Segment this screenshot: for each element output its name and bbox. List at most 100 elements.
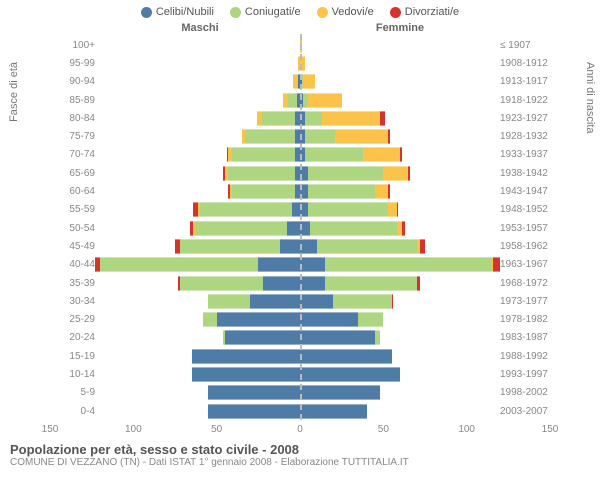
bar-segment [363,147,400,162]
pyramid-chart: 100+≤ 190795-991908-191290-941913-191785… [0,34,600,420]
bar-segment [250,294,300,309]
bar-segment [333,294,391,309]
birth-label: 2003-2007 [500,406,550,417]
bar-segment [200,202,292,217]
birth-label: 1978-1982 [500,314,550,325]
birth-label: 1908-1912 [500,58,550,69]
bar-segment [228,166,295,181]
bar-segment [225,330,300,345]
bar-segment [375,184,388,199]
bar-segment [388,202,396,217]
bar-segment [383,166,408,181]
header-male: Maschi [50,22,300,34]
bar-segment [300,330,375,345]
age-label: 100+ [50,40,95,51]
bar-segment [203,312,216,327]
bar-segment [400,147,402,162]
bar-segment [180,276,263,291]
bar-segment [308,166,383,181]
birth-label: 1913-1917 [500,76,550,87]
bar-segment [417,276,420,291]
bar-segment [192,349,300,364]
bar-segment [208,385,300,400]
bar-segment [317,239,417,254]
legend-label: Celibi/Nubili [156,6,214,18]
bar-segment [258,257,300,272]
bar-segment [180,239,280,254]
birth-label: 1988-1992 [500,351,550,362]
bar-segment [208,294,250,309]
chart-footer: Popolazione per età, sesso e stato civil… [0,436,600,468]
bar-segment [420,239,425,254]
bar-segment [408,166,410,181]
bar-segment [300,312,358,327]
legend-swatch [317,7,328,18]
bar-segment [325,276,417,291]
birth-label: 1933-1937 [500,149,550,160]
center-axis [300,34,302,420]
birth-label: 1953-1957 [500,223,550,234]
bar-segment [232,184,295,199]
age-label: 40-44 [50,259,95,270]
age-label: 30-34 [50,296,95,307]
bar-segment [292,202,300,217]
age-label: 55-59 [50,204,95,215]
x-tick: 50 [211,424,222,435]
bar-segment [303,74,315,89]
bar-segment [217,312,300,327]
bar-segment [358,312,383,327]
bar-segment [100,257,258,272]
age-label: 80-84 [50,113,95,124]
legend-label: Vedovi/e [332,6,374,18]
birth-label: 1968-1972 [500,278,550,289]
x-axis: 15010050050100150 [0,420,600,436]
birth-label: 1938-1942 [500,168,550,179]
legend-item: Divorziati/e [390,6,459,18]
bar-segment [280,239,300,254]
age-label: 0-4 [50,406,95,417]
bar-segment [308,202,388,217]
legend-swatch [141,7,152,18]
x-tick: 100 [458,424,475,435]
birth-label: 1943-1947 [500,186,550,197]
age-label: 25-29 [50,314,95,325]
legend-item: Coniugati/e [230,6,301,18]
bar-segment [300,257,325,272]
age-label: 20-24 [50,332,95,343]
x-tick: 150 [542,424,559,435]
birth-label: 1983-1987 [500,332,550,343]
birth-label: 1963-1967 [500,259,550,270]
legend-label: Coniugati/e [245,6,301,18]
header-female: Femmine [300,22,550,34]
bar-segment [308,184,375,199]
bar-segment [300,294,333,309]
bar-segment [262,111,295,126]
bar-segment [322,111,380,126]
birth-label: 1993-1997 [500,369,550,380]
bar-segment [402,221,405,236]
bar-segment [300,385,380,400]
age-label: 5-9 [50,387,95,398]
legend-swatch [230,7,241,18]
birth-label: 1998-2002 [500,387,550,398]
legend-item: Vedovi/e [317,6,374,18]
bar-segment [308,93,341,108]
bar-segment [375,330,380,345]
age-label: 35-39 [50,278,95,289]
bar-segment [305,129,335,144]
bar-segment [208,404,300,419]
bar-segment [195,221,287,236]
age-label: 70-74 [50,149,95,160]
age-label: 75-79 [50,131,95,142]
bar-segment [325,257,492,272]
bar-segment [493,257,500,272]
legend-item: Celibi/Nubili [141,6,214,18]
age-label: 85-89 [50,95,95,106]
birth-label: 1973-1977 [500,296,550,307]
bar-segment [232,147,295,162]
bar-segment [305,147,363,162]
bar-segment [263,276,300,291]
bar-segment [397,202,399,217]
x-tick: 0 [297,424,303,435]
birth-label: 1923-1927 [500,113,550,124]
